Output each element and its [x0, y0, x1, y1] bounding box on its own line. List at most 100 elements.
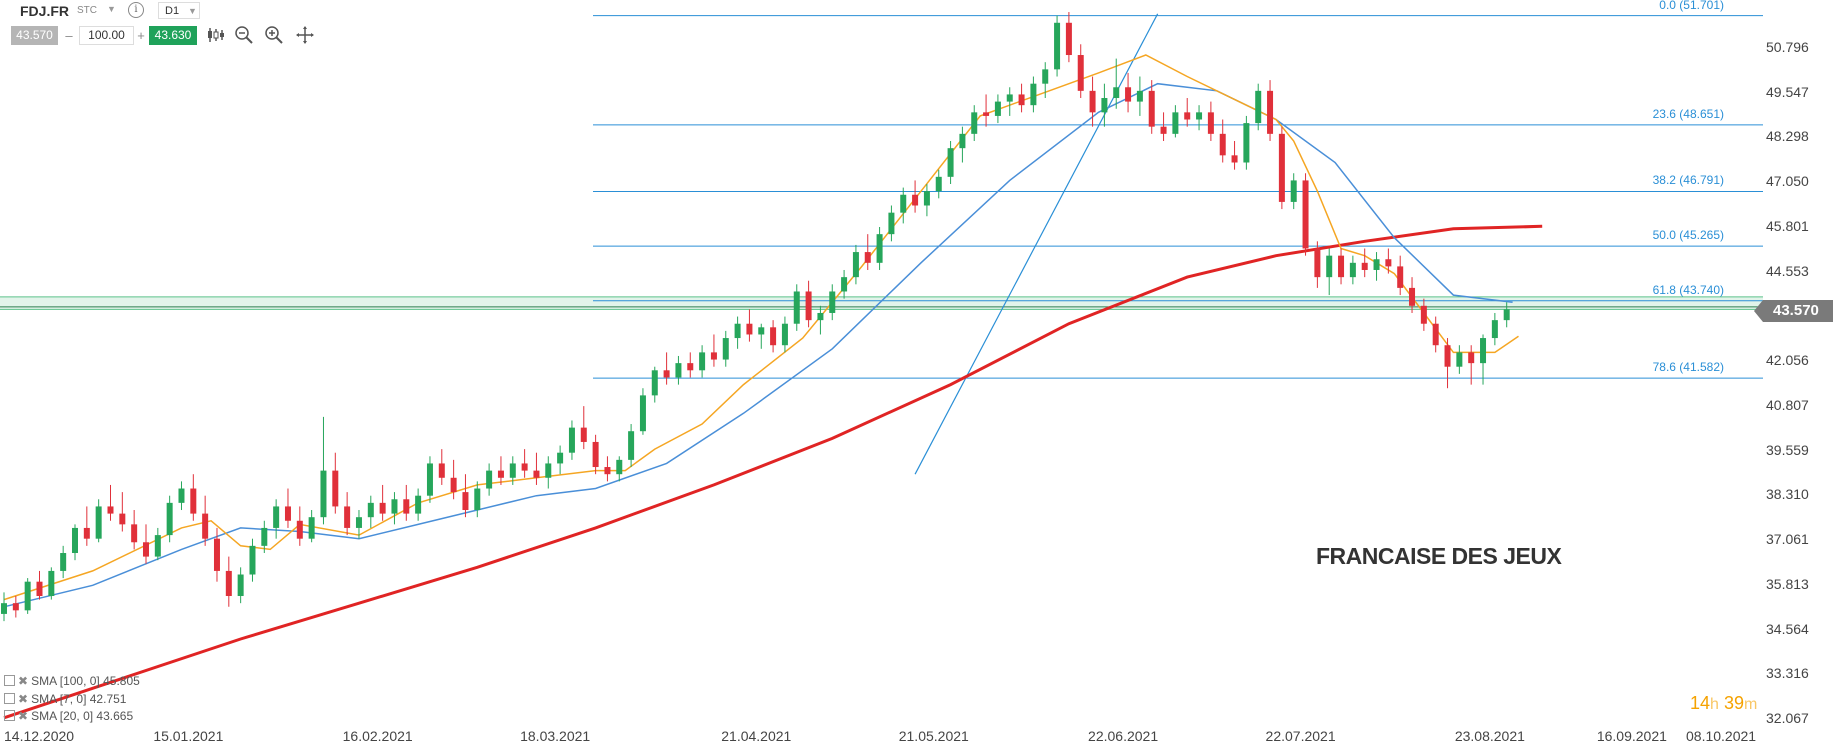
candle-up [237, 574, 244, 597]
candle-down [1397, 266, 1404, 288]
ask-price-button[interactable]: 43.630 [149, 26, 197, 45]
candle-down [332, 470, 339, 507]
increase-quantity-button[interactable]: + [137, 28, 145, 43]
candle-down [344, 506, 351, 528]
candle-down [1089, 90, 1096, 113]
candle-down [770, 327, 777, 346]
x-tick-label: 21.05.2021 [898, 728, 969, 744]
close-icon[interactable]: ✖ [18, 674, 29, 688]
candle-down [450, 477, 457, 493]
y-tick-label: 38.310 [1766, 486, 1809, 503]
candle-down [119, 513, 126, 525]
candle-up [675, 363, 682, 378]
candle-down [1267, 90, 1274, 134]
candle-down [580, 427, 587, 442]
legend-sma20[interactable]: ✖ SMA [20, 0] 43.665 [4, 709, 133, 724]
sma100-line [3, 224, 1543, 720]
candle-up [722, 338, 729, 360]
candle-down [403, 499, 410, 514]
candle-down [1468, 352, 1475, 364]
y-tick-label: 45.801 [1766, 217, 1809, 234]
candle-up [1373, 259, 1380, 270]
candle-down [1018, 94, 1025, 106]
candle-up [947, 148, 954, 177]
y-tick-label: 44.553 [1766, 262, 1809, 279]
candle-up [1326, 255, 1333, 278]
close-icon[interactable]: ✖ [18, 709, 29, 723]
candle-down [213, 538, 220, 571]
timeframe-dropdown-icon[interactable]: ▼ [188, 6, 197, 16]
y-tick-label: 34.564 [1766, 620, 1809, 637]
candle-down [202, 513, 209, 539]
market-label: STC [77, 5, 97, 16]
candle-down [983, 112, 990, 116]
x-tick-label: 15.01.2021 [153, 728, 224, 744]
candle-down [1444, 345, 1451, 367]
x-tick-label: 08.10.2021 [1686, 728, 1757, 744]
candle-up [261, 527, 268, 546]
chart-type-icon[interactable] [206, 25, 226, 45]
candle-up [1042, 69, 1049, 84]
chart-toolbar: FDJ.FR STC ▼ i D1 ▼ 43.570 – 100.00 + 43… [0, 0, 340, 56]
legend-label: SMA [100, 0] 45.805 [31, 674, 140, 688]
candle-up [249, 545, 256, 575]
candle-up [888, 212, 895, 235]
x-tick-label: 16.02.2021 [342, 728, 413, 744]
legend-sma100[interactable]: ✖ SMA [100, 0] 45.805 [4, 674, 140, 689]
candle-down [746, 323, 753, 335]
settings-icon[interactable] [4, 710, 15, 721]
timer-minutes-unit: m [1743, 696, 1758, 713]
candle-down [190, 488, 197, 514]
decrease-quantity-button[interactable]: – [65, 28, 73, 43]
candle-down [1385, 259, 1392, 267]
chart-title: FRANCAISE DES JEUX [1316, 543, 1562, 569]
candle-up [1196, 112, 1203, 120]
candle-down [604, 467, 611, 475]
candle-up [415, 495, 422, 514]
candle-up [817, 312, 824, 321]
y-tick-label: 40.807 [1766, 396, 1809, 413]
candle-down [1184, 112, 1191, 120]
candle-up [994, 101, 1001, 116]
candle-up [1054, 22, 1061, 70]
candle-up [509, 463, 516, 478]
quantity-input[interactable]: 100.00 [79, 26, 134, 45]
bid-price-button[interactable]: 43.570 [11, 26, 58, 45]
candle-up [935, 176, 942, 192]
candle-down [592, 441, 599, 468]
candle-up [426, 463, 433, 496]
candle-down [1338, 255, 1345, 278]
candle-down [1160, 126, 1167, 134]
candle-up [971, 112, 978, 134]
info-icon[interactable]: i [128, 2, 144, 18]
candle-down [1432, 323, 1439, 346]
settings-icon[interactable] [4, 693, 15, 704]
fib-level-label: 78.6 (41.582) [1652, 360, 1724, 375]
candle-up [923, 191, 930, 206]
zoom-in-icon[interactable] [264, 25, 284, 45]
candle-up [651, 370, 658, 396]
timeframe-select[interactable]: D1 [158, 2, 200, 19]
candle-up [699, 352, 706, 371]
candle-up [628, 431, 635, 460]
close-icon[interactable]: ✖ [18, 692, 29, 706]
candle-down [1409, 287, 1416, 306]
candle-up [1136, 90, 1143, 102]
candle-down [687, 363, 694, 371]
candle-down [1207, 112, 1214, 134]
candle-down [521, 463, 528, 471]
legend-sma7[interactable]: ✖ SMA [7, 0] 42.751 [4, 692, 126, 707]
symbol-label[interactable]: FDJ.FR [20, 3, 69, 19]
candle-down [1302, 180, 1309, 249]
zoom-out-icon[interactable] [234, 25, 254, 45]
crosshair-icon[interactable] [295, 25, 315, 45]
x-tick-label: 23.08.2021 [1454, 728, 1525, 744]
symbol-dropdown-icon[interactable]: ▼ [107, 4, 116, 14]
settings-icon[interactable] [4, 675, 15, 686]
candle-up [1349, 262, 1356, 278]
candle-up [24, 581, 31, 611]
sma7-line [3, 54, 1519, 601]
candle-down [142, 542, 149, 557]
candle-up [793, 291, 800, 324]
